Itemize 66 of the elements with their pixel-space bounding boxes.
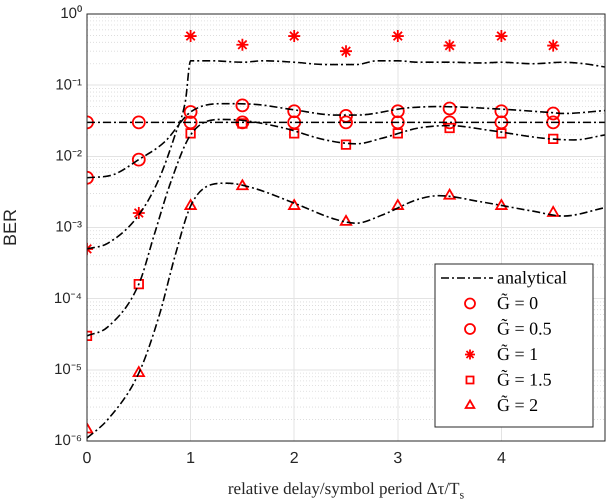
point [496,128,507,139]
point [392,199,404,210]
point [340,139,352,150]
y-tick-label: 10⁻⁵ [54,360,82,378]
y-tick-label: 10⁻¹ [55,76,82,94]
x-tick-label: 0 [82,450,92,468]
point [546,38,560,52]
legend-label: G̃ = 1 [497,344,538,364]
point [390,104,405,118]
line-series [87,182,605,439]
point [287,104,302,118]
point [236,179,248,190]
point [184,29,198,43]
point [289,128,300,139]
legend-label: G̃ = 0 [497,292,538,314]
point [134,278,144,290]
point [494,104,508,118]
y-axis-title: BER [0,208,20,246]
y-tick-label: 10⁻⁴ [54,290,82,307]
point [184,199,197,210]
point [390,115,405,130]
point [390,29,405,43]
y-tick-label: 10⁻³ [55,218,82,236]
point [494,115,508,130]
y-tick-label: 10⁰ [60,5,82,22]
point [339,108,353,123]
line-series [87,60,605,250]
point [236,98,250,112]
point [546,115,560,130]
point [184,105,198,119]
point [184,115,198,130]
point [392,128,403,139]
legend-label: G̃ = 1.5 [497,369,552,390]
point [442,102,456,116]
point [237,118,248,129]
point [287,115,302,130]
point [185,128,196,139]
y-tick-label: 10⁻² [55,147,82,164]
legend-label: analytical [497,268,567,288]
point [494,29,508,43]
point [546,106,560,120]
point [340,214,352,226]
point [495,199,508,210]
point [132,152,146,166]
point [339,115,353,130]
point [444,122,455,134]
point [442,38,456,52]
point [444,188,456,200]
point [132,115,146,130]
x-tick-label: 1 [186,450,196,468]
point [236,38,250,52]
point [236,115,250,130]
point [288,199,300,210]
point [548,134,558,144]
point [339,44,353,58]
y-tick-label: 10⁻⁶ [54,432,82,450]
point [132,366,145,377]
point [287,29,302,43]
point [132,206,146,220]
x-tick-label: 4 [496,450,506,468]
legend-label: G̃ = 0.5 [497,318,552,339]
legend-label: G̃ = 2 [497,394,538,416]
x-tick-label: 2 [290,450,299,468]
x-tick-label: 3 [393,450,402,468]
point [547,206,560,217]
point [442,115,456,130]
